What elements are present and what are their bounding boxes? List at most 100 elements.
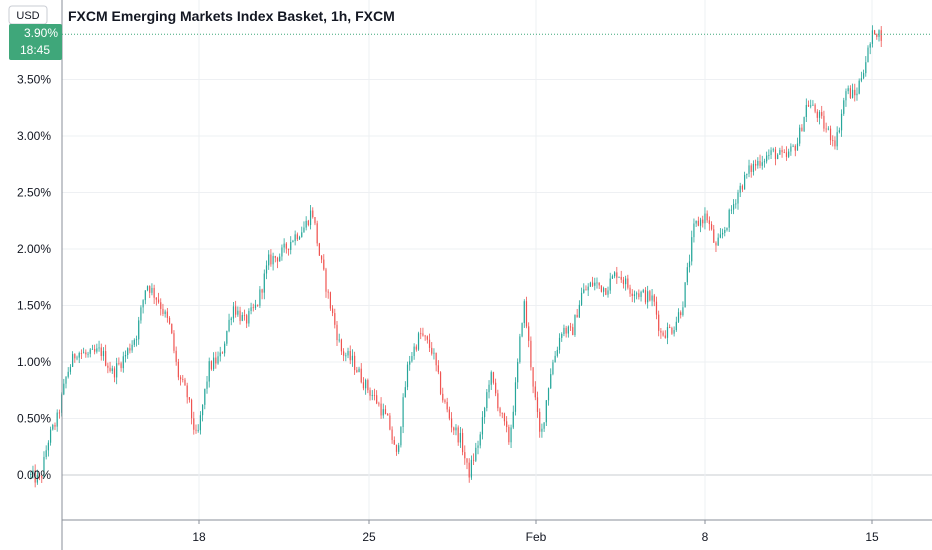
candle-body	[470, 459, 473, 478]
candle-body	[279, 256, 281, 262]
candle-body	[213, 357, 215, 370]
candle-body	[521, 323, 523, 337]
candle-body	[829, 128, 832, 141]
candle-body	[450, 418, 453, 428]
candle-body	[541, 428, 543, 432]
candle-body	[627, 278, 629, 288]
candle-body	[490, 372, 492, 385]
candle-body	[466, 458, 468, 463]
candle-body	[629, 287, 631, 294]
candle-body	[633, 294, 636, 297]
candle-body	[362, 382, 365, 389]
candle-body	[373, 395, 376, 396]
candle-body	[644, 290, 647, 303]
candle-body	[556, 349, 558, 356]
candle-body	[636, 293, 638, 295]
candle-body	[142, 300, 144, 308]
candle-body	[285, 243, 287, 249]
candle-body	[276, 257, 279, 262]
candle-body	[378, 403, 380, 405]
candle-body	[779, 150, 781, 155]
candle-body	[47, 442, 49, 451]
candle-body	[710, 224, 713, 230]
candle-body	[287, 248, 290, 250]
candle-body	[105, 351, 107, 366]
candle-body	[600, 285, 602, 292]
candle-body	[312, 210, 314, 218]
candle-body	[153, 287, 155, 298]
candle-body	[572, 327, 574, 336]
usd-scale-badge[interactable]: USD	[8, 5, 48, 25]
candle-body	[625, 278, 627, 285]
candle-body	[384, 409, 387, 415]
candle-body	[739, 185, 741, 193]
candle-body	[838, 130, 840, 133]
y-tick-label: 1.00%	[17, 355, 51, 369]
candle-body	[801, 127, 803, 132]
candle-body	[387, 414, 389, 416]
candle-body	[155, 297, 157, 300]
y-tick-label: 3.00%	[17, 129, 51, 143]
candle-body	[415, 346, 417, 350]
candle-body	[812, 104, 814, 106]
candle-body	[78, 353, 80, 358]
candle-body	[772, 149, 774, 151]
candle-body	[871, 30, 874, 44]
candle-body	[810, 105, 812, 107]
candle-body	[354, 355, 356, 371]
candle-body	[682, 307, 684, 316]
candle-body	[316, 223, 318, 244]
candle-body	[510, 427, 512, 443]
candle-body	[102, 351, 105, 357]
candle-body	[761, 162, 763, 166]
candle-body	[182, 379, 184, 380]
candle-body	[127, 348, 129, 356]
candle-body	[512, 411, 514, 428]
candle-body	[329, 292, 331, 309]
candle-body	[486, 392, 488, 408]
candle-body	[219, 352, 221, 357]
candle-body	[417, 333, 420, 350]
candle-body	[611, 276, 614, 279]
candle-body	[622, 279, 625, 285]
candle-body	[109, 367, 111, 371]
candle-body	[215, 357, 217, 364]
candle-body	[376, 395, 378, 404]
candle-body	[614, 272, 616, 277]
candle-body	[303, 227, 305, 233]
price-badge-value: 3.90%	[24, 26, 58, 40]
candle-body	[748, 165, 750, 174]
candle-body	[818, 112, 821, 118]
candle-body	[413, 346, 415, 357]
candle-body	[598, 282, 600, 286]
candle-body	[272, 256, 274, 265]
candle-body	[805, 104, 807, 118]
candle-body	[699, 219, 702, 226]
candle-body	[331, 308, 334, 314]
candle-body	[442, 393, 444, 401]
x-tick-label: 25	[362, 530, 376, 544]
candle-body	[785, 152, 788, 157]
candle-body	[876, 34, 878, 37]
candle-body	[675, 321, 677, 331]
candle-body	[532, 367, 534, 387]
candle-body	[54, 424, 56, 427]
candle-body	[406, 364, 409, 388]
candle-body	[854, 89, 856, 96]
candle-body	[647, 291, 649, 303]
candle-body	[85, 352, 87, 355]
candle-body	[232, 306, 235, 319]
candle-body	[252, 307, 254, 309]
candle-body	[759, 160, 761, 166]
candle-body	[290, 241, 292, 250]
candle-body	[768, 154, 770, 156]
candle-body	[140, 307, 142, 321]
candle-body	[164, 311, 166, 315]
candle-body	[561, 334, 563, 338]
candle-body	[334, 313, 336, 325]
candle-body	[294, 234, 296, 241]
candle-body	[206, 381, 208, 389]
candle-body	[807, 104, 810, 107]
candle-body	[221, 352, 224, 354]
